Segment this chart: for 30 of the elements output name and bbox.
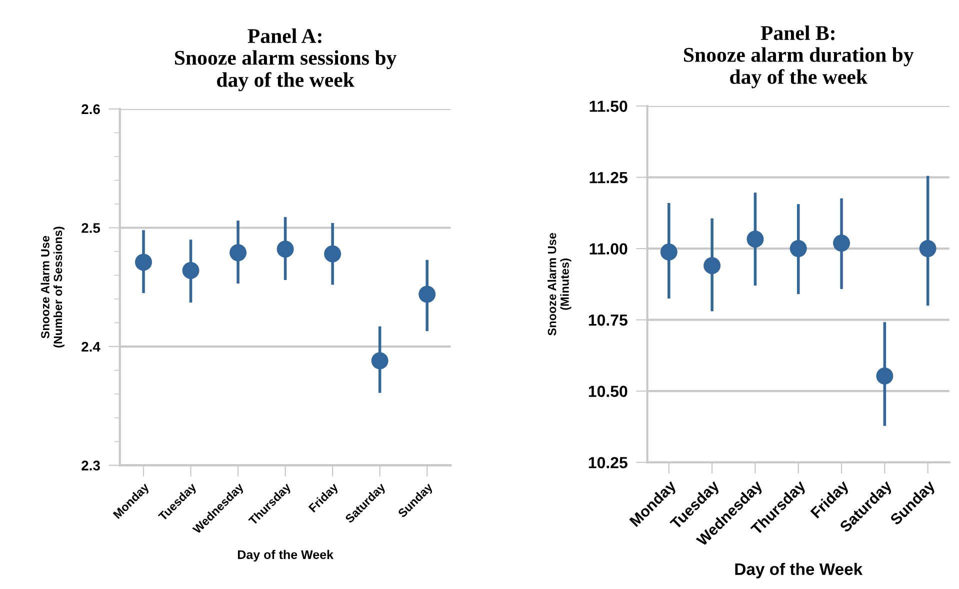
y-tick-label: 10.75 <box>588 314 628 326</box>
point <box>276 240 294 258</box>
y-tick-label: 10.25 <box>588 457 628 468</box>
point <box>746 230 764 248</box>
point <box>182 262 200 280</box>
point <box>833 234 850 252</box>
point <box>230 244 247 262</box>
point <box>919 240 936 258</box>
point <box>371 352 388 370</box>
point <box>324 245 342 262</box>
y-tick-label: 11.50 <box>590 100 628 112</box>
y-tick-label: 2.3 <box>82 460 100 470</box>
y-axis-title: Snooze Alarm Use (Minutes) <box>548 232 572 336</box>
point <box>876 367 894 384</box>
y-axis-title: Snooze Alarm Use (Number of Sessions) <box>40 226 64 348</box>
x-axis-title: Day of the Week <box>735 562 863 578</box>
point <box>704 257 721 274</box>
chart-title: Panel B: Snooze alarm duration by day of the week <box>684 25 914 88</box>
chart-title: Panel A: Snooze alarm sessions by day of the week <box>175 28 397 92</box>
y-tick-label: 2.6 <box>82 104 100 114</box>
point <box>660 243 678 260</box>
x-axis-title: Day of the Week <box>238 550 334 562</box>
y-tick-label: 11.25 <box>590 172 628 184</box>
y-tick-label: 2.4 <box>82 342 100 352</box>
point <box>135 254 152 271</box>
point <box>790 240 807 258</box>
y-tick-label: 11.00 <box>590 243 628 255</box>
point <box>418 286 436 303</box>
y-tick-label: 2.5 <box>82 223 100 233</box>
y-tick-label: 10.50 <box>588 386 628 398</box>
